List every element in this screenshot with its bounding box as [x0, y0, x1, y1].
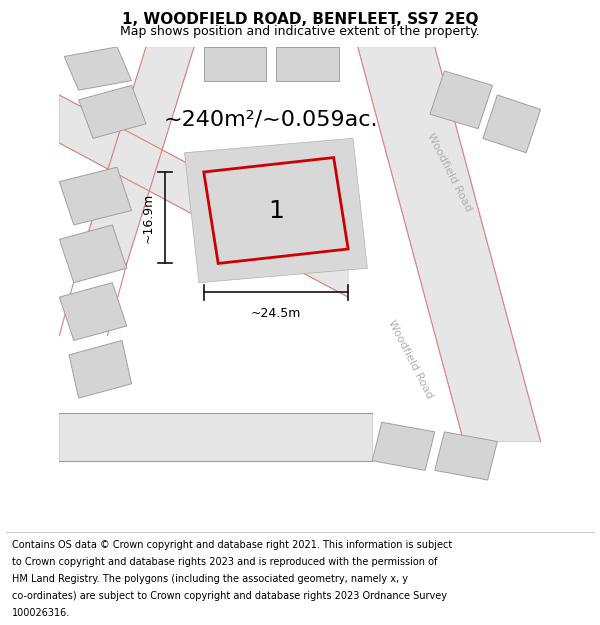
Text: 1, WOODFIELD ROAD, BENFLEET, SS7 2EQ: 1, WOODFIELD ROAD, BENFLEET, SS7 2EQ	[122, 12, 478, 27]
Polygon shape	[79, 86, 146, 138]
Text: co-ordinates) are subject to Crown copyright and database rights 2023 Ordnance S: co-ordinates) are subject to Crown copyr…	[12, 591, 447, 601]
Polygon shape	[59, 225, 127, 282]
Text: to Crown copyright and database rights 2023 and is reproduced with the permissio: to Crown copyright and database rights 2…	[12, 557, 437, 567]
Polygon shape	[372, 422, 435, 471]
Polygon shape	[59, 167, 131, 225]
Text: ~16.9m: ~16.9m	[142, 192, 155, 243]
Polygon shape	[185, 138, 367, 282]
Polygon shape	[79, 47, 194, 264]
Text: Woodfield Road: Woodfield Road	[425, 131, 473, 213]
Text: HM Land Registry. The polygons (including the associated geometry, namely x, y: HM Land Registry. The polygons (includin…	[12, 574, 408, 584]
Text: ~240m²/~0.059ac.: ~240m²/~0.059ac.	[164, 109, 379, 129]
Polygon shape	[59, 282, 127, 341]
Polygon shape	[59, 412, 372, 461]
Text: Map shows position and indicative extent of the property.: Map shows position and indicative extent…	[120, 26, 480, 39]
Polygon shape	[69, 341, 131, 398]
Text: ~24.5m: ~24.5m	[251, 308, 301, 321]
Text: Contains OS data © Crown copyright and database right 2021. This information is : Contains OS data © Crown copyright and d…	[12, 540, 452, 550]
Polygon shape	[358, 47, 541, 441]
Text: 100026316.: 100026316.	[12, 608, 70, 618]
Polygon shape	[435, 432, 497, 480]
Text: 1: 1	[268, 199, 284, 222]
Polygon shape	[483, 95, 541, 152]
Text: Woodfield Road: Woodfield Road	[386, 319, 435, 401]
Polygon shape	[204, 47, 266, 81]
Polygon shape	[64, 47, 131, 90]
Polygon shape	[59, 95, 348, 297]
Polygon shape	[276, 47, 338, 81]
Polygon shape	[430, 71, 493, 129]
